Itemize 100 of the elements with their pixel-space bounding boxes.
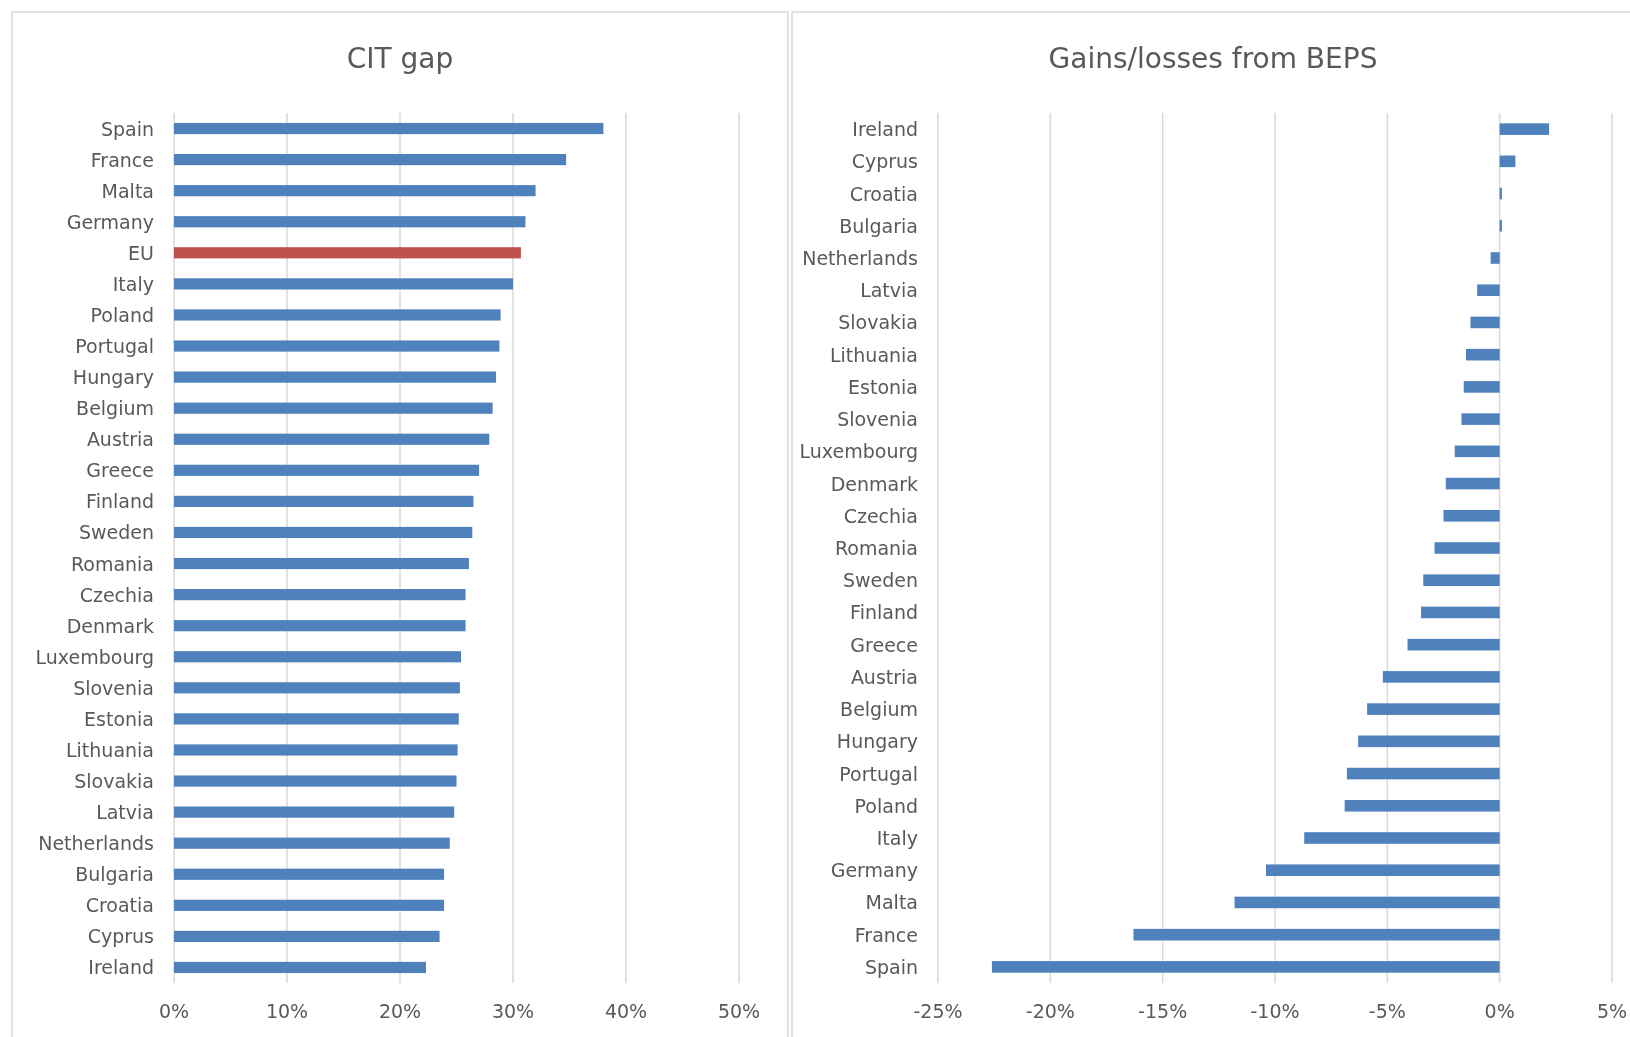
y-tick-label: Slovenia xyxy=(837,408,918,431)
bar xyxy=(174,620,466,632)
chart-title: CIT gap xyxy=(346,42,454,75)
bar xyxy=(174,837,450,849)
bar xyxy=(174,775,457,787)
bar xyxy=(174,247,521,259)
chart-title: Gains/losses from BEPS xyxy=(1048,42,1378,75)
bar xyxy=(174,806,455,818)
bar xyxy=(1133,928,1500,941)
y-tick-label: France xyxy=(90,148,154,171)
y-tick-label: Poland xyxy=(90,303,154,326)
y-tick-label: Lithuania xyxy=(829,343,918,366)
bar xyxy=(174,309,501,321)
bar xyxy=(1499,123,1550,135)
bar xyxy=(1346,767,1500,780)
y-tick-label: Romania xyxy=(834,537,918,559)
y-tick-label: Belgium xyxy=(840,698,918,721)
bar xyxy=(1382,671,1500,683)
x-tick-label: 10% xyxy=(265,1000,309,1022)
bar xyxy=(1470,316,1500,329)
bar xyxy=(174,402,493,414)
y-tick-label: Croatia xyxy=(849,182,918,205)
bar xyxy=(174,371,497,383)
bar xyxy=(1463,381,1500,393)
y-tick-label: Spain xyxy=(100,117,154,140)
y-tick-label: EU xyxy=(128,241,154,264)
y-tick-label: Malta xyxy=(101,179,154,202)
y-tick-label: Ireland xyxy=(852,118,918,141)
bar xyxy=(1234,896,1500,909)
bar xyxy=(174,122,604,135)
y-tick-label: Portugal xyxy=(75,335,154,358)
y-tick-label: Italy xyxy=(876,827,918,849)
x-tick-label: -25% xyxy=(913,1000,963,1022)
bar xyxy=(174,185,536,197)
y-tick-label: Sweden xyxy=(842,569,918,592)
x-tick-label: -5% xyxy=(1368,1000,1406,1022)
y-tick-label: Spain xyxy=(864,955,918,978)
bar xyxy=(1499,219,1502,232)
bar xyxy=(174,868,445,880)
y-tick-label: Finland xyxy=(86,490,154,513)
x-tick-label: 50% xyxy=(717,1000,761,1022)
y-tick-label: Austria xyxy=(86,428,154,451)
bar xyxy=(1499,155,1516,168)
y-tick-label: Austria xyxy=(850,665,918,688)
y-tick-label: Germany xyxy=(66,210,154,233)
bar xyxy=(174,154,567,166)
y-tick-label: Belgium xyxy=(76,397,154,420)
x-tick-label: 0% xyxy=(158,1000,190,1022)
y-tick-label: Latvia xyxy=(96,801,154,824)
bar xyxy=(1445,477,1500,490)
y-tick-label: Sweden xyxy=(78,521,154,544)
bar xyxy=(1434,542,1500,554)
bar xyxy=(174,682,460,694)
y-tick-label: Hungary xyxy=(836,730,918,753)
y-tick-label: Germany xyxy=(830,859,918,882)
y-tick-label: Italy xyxy=(112,272,154,295)
y-tick-label: Slovakia xyxy=(74,770,154,793)
bar xyxy=(1423,574,1500,587)
y-tick-label: Finland xyxy=(850,601,918,624)
bar xyxy=(991,961,1500,973)
bar xyxy=(174,930,440,942)
y-tick-label: Denmark xyxy=(66,614,154,637)
bar xyxy=(1465,348,1500,361)
y-tick-label: Greece xyxy=(850,633,918,656)
bar xyxy=(174,589,466,601)
y-tick-label: Netherlands xyxy=(802,247,918,269)
x-tick-label: -15% xyxy=(1138,1000,1188,1022)
bar xyxy=(1443,509,1500,522)
x-tick-label: 5% xyxy=(1596,1000,1628,1022)
bar xyxy=(1477,284,1500,297)
bar xyxy=(1454,445,1500,458)
bar xyxy=(1304,832,1500,844)
x-tick-label: -10% xyxy=(1250,1000,1300,1022)
bar xyxy=(174,526,473,539)
bar xyxy=(174,744,458,756)
y-tick-label: Ireland xyxy=(88,956,154,979)
y-tick-label: Bulgaria xyxy=(839,214,918,237)
y-tick-label: Czechia xyxy=(79,583,154,606)
x-tick-label: -20% xyxy=(1025,1000,1075,1022)
bar xyxy=(174,713,459,725)
x-tick-label: 20% xyxy=(378,1000,422,1022)
y-tick-label: Romania xyxy=(70,552,154,575)
bar xyxy=(1367,703,1500,715)
bar xyxy=(1461,413,1500,425)
y-tick-label: Hungary xyxy=(72,366,154,389)
bar xyxy=(174,651,462,663)
bar xyxy=(1490,252,1500,264)
bar xyxy=(1266,864,1500,877)
y-tick-label: Poland xyxy=(854,794,918,817)
y-tick-label: Luxembourg xyxy=(799,440,918,463)
bar xyxy=(174,340,500,352)
bar xyxy=(174,961,426,974)
y-tick-label: Malta xyxy=(865,891,918,914)
x-tick-label: 40% xyxy=(604,1000,648,1022)
bar xyxy=(1407,638,1500,651)
y-tick-label: Croatia xyxy=(85,894,154,917)
bar xyxy=(174,495,474,507)
y-tick-label: France xyxy=(854,923,918,946)
bar xyxy=(174,216,526,228)
y-tick-label: Slovakia xyxy=(838,311,918,334)
